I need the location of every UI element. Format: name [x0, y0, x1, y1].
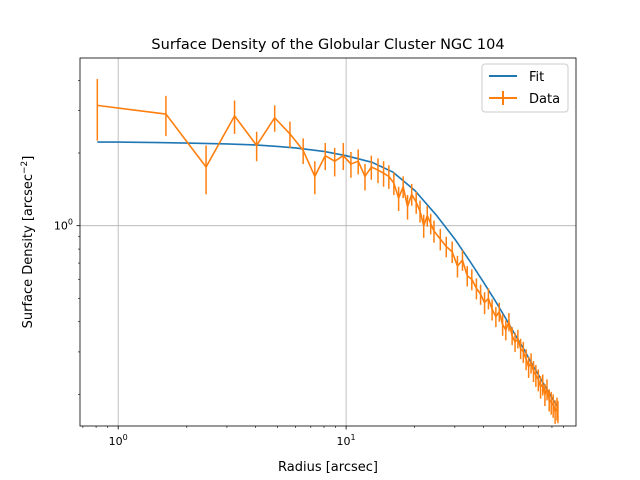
data-series	[96, 79, 559, 424]
data-line	[97, 104, 559, 413]
x-tick-label: 100	[109, 433, 128, 448]
x-tick-label-exponent: 1	[351, 433, 356, 442]
legend-data-label: Data	[529, 92, 560, 107]
axes-frame	[79, 57, 577, 427]
x-tick-label-exponent: 0	[123, 433, 128, 442]
x-tick-label-base: 10	[109, 435, 123, 448]
y-tick-label-exponent: 0	[68, 218, 73, 227]
grid-lines	[80, 58, 576, 426]
y-tick-label-base: 10	[54, 220, 68, 233]
chart-title: Surface Density of the Globular Cluster …	[151, 37, 504, 53]
fit-series	[97, 141, 559, 408]
x-tick-label: 101	[337, 433, 356, 448]
y-axis-label-end: ]	[21, 156, 36, 161]
legend-fit-label: Fit	[529, 70, 544, 85]
x-tick-label-base: 10	[337, 435, 351, 448]
x-axis-label: Radius [arcsec]	[278, 460, 378, 475]
y-axis-label-main: Surface Density [arcsec	[21, 174, 36, 328]
y-tick-label: 100	[54, 218, 73, 233]
fit-line	[97, 141, 559, 408]
y-axis-label-superscript: −2	[20, 161, 30, 174]
legend: Fit Data	[481, 63, 569, 113]
y-axis-label: Surface Density [arcsec−2]	[20, 156, 36, 329]
